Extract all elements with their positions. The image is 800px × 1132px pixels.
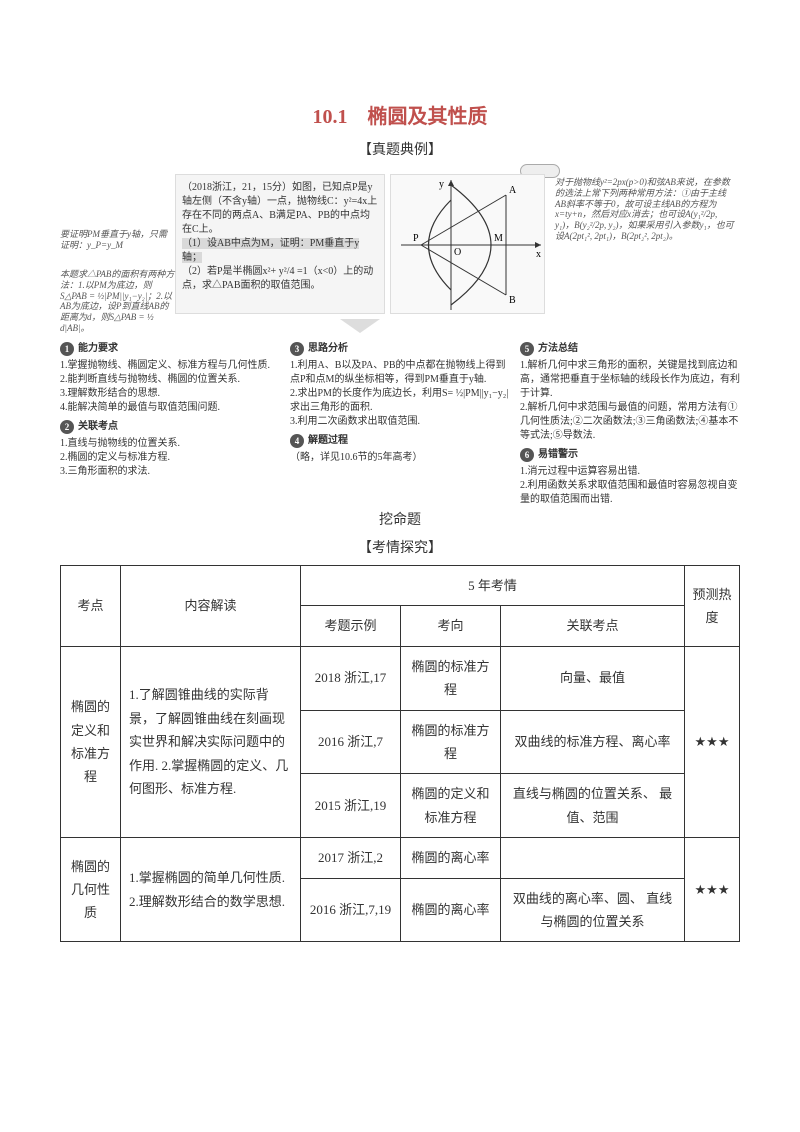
cell-kx: 椭圆的离心率 <box>401 838 501 878</box>
svg-text:A: A <box>509 185 517 196</box>
svg-text:B: B <box>509 295 516 306</box>
cell-gl: 双曲线的标准方程、离心率 <box>501 710 685 774</box>
col-left: 1能力要求 1.掌握抛物线、椭圆定义、标准方程与几何性质. 2.能判断直线与抛物… <box>60 337 280 507</box>
th-kt: 考题示例 <box>301 606 401 646</box>
list-item: 1.直线与抛物线的位置关系. <box>60 437 280 451</box>
problem-line2: （1）设AB中点为M，证明：PM垂直于y轴； <box>182 237 378 265</box>
list-item: 2.解析几何中求范围与最值的问题，常用方法有①几何性质法;②二次函数法;③三角函… <box>520 401 740 443</box>
section-warnings-title: 易错警示 <box>538 448 578 462</box>
cell-nr: 1.掌握椭圆的简单几何性质. 2.理解数形结合的数学思想. <box>121 838 301 942</box>
cell-kx: 椭圆的标准方程 <box>401 646 501 710</box>
cell-gl <box>501 838 685 878</box>
svg-text:y: y <box>439 179 444 190</box>
section-related-title: 关联考点 <box>78 420 118 434</box>
table-row: 椭圆的定义和标准方程 1.了解圆锥曲线的实际背景，了解圆锥曲线在刻画现实世界和解… <box>61 646 740 710</box>
cell-gl: 双曲线的离心率、圆、 直线与椭圆的位置关系 <box>501 878 685 942</box>
svg-text:P: P <box>413 233 419 244</box>
list-item: 1.解析几何中求三角形的面积，关键是找到底边和高，通常把垂直于坐标轴的线段长作为… <box>520 359 740 401</box>
cell-kd: 椭圆的几何性质 <box>61 838 121 942</box>
cell-gl: 直线与椭圆的位置关系、 最值、范围 <box>501 774 685 838</box>
list-item: 2.椭圆的定义与标准方程. <box>60 451 280 465</box>
th-yc: 预测热度 <box>685 566 740 647</box>
svg-text:M: M <box>494 233 503 244</box>
cell-kt: 2015 浙江,19 <box>301 774 401 838</box>
list-item: （略，详见10.6节的5年高考） <box>290 451 510 465</box>
section-solution-title: 解题过程 <box>308 434 348 448</box>
list-item: 3.三角形面积的求法. <box>60 465 280 479</box>
page-title: 10.1 椭圆及其性质 <box>60 100 740 129</box>
list-item: 2.能判断直线与抛物线、椭圆的位置关系. <box>60 373 280 387</box>
svg-text:O: O <box>454 247 461 258</box>
problem-graph: A B M P O x y <box>390 174 545 314</box>
list-item: 3.利用二次函数求出取值范围. <box>290 415 510 429</box>
section-methods-title: 方法总结 <box>538 342 578 356</box>
cell-kx: 椭圆的离心率 <box>401 878 501 942</box>
list-item: 1.掌握抛物线、椭圆定义、标准方程与几何性质. <box>60 359 280 373</box>
mid-title-2: 【考情探究】 <box>60 537 740 557</box>
svg-text:x: x <box>536 249 541 260</box>
cell-kd: 椭圆的定义和标准方程 <box>61 646 121 837</box>
problem-statement: （2018浙江，21，15分）如图，已知点P是y轴左侧（不含y轴）一点，抛物线C… <box>175 174 385 314</box>
th-kd: 考点 <box>61 566 121 647</box>
th-nr: 内容解读 <box>121 566 301 647</box>
table-row: 椭圆的几何性质 1.掌握椭圆的简单几何性质. 2.理解数形结合的数学思想. 20… <box>61 838 740 878</box>
handwritten-note-right: 对于抛物线y²=2px(p>0)和弦AB来说，在参数的选法上常下列两种常用方法：… <box>555 177 735 242</box>
section-analysis-title: 思路分析 <box>308 342 348 356</box>
th-gl: 关联考点 <box>501 606 685 646</box>
list-item: 3.理解数形结合的思想. <box>60 387 280 401</box>
cell-kt: 2016 浙江,7,19 <box>301 878 401 942</box>
cell-stars: ★★★ <box>685 838 740 942</box>
analysis-columns: 1能力要求 1.掌握抛物线、椭圆定义、标准方程与几何性质. 2.能判断直线与抛物… <box>60 337 740 507</box>
section-ability-title: 能力要求 <box>78 342 118 356</box>
cell-kx: 椭圆的标准方程 <box>401 710 501 774</box>
th-five: 5 年考情 <box>301 566 685 606</box>
mid-title-1: 挖命题 <box>60 509 740 529</box>
exam-table: 考点 内容解读 5 年考情 预测热度 考题示例 考向 关联考点 椭圆的定义和标准… <box>60 565 740 942</box>
problem-line3: （2）若P是半椭圆x²+ y²/4 =1（x<0）上的动点，求△PAB面积的取值… <box>182 265 378 293</box>
handwritten-note-left-1: 要证明PM垂直于y轴，只需证明：y_P=y_M <box>60 229 170 251</box>
arrow-down-icon <box>340 319 380 333</box>
table-header-row: 考点 内容解读 5 年考情 预测热度 <box>61 566 740 606</box>
list-item: 1.利用A、B以及PA、PB的中点都在抛物线上得到点P和点M的纵坐标相等，得到P… <box>290 359 510 387</box>
list-item: 2.求出PM的长度作为底边长，利用S= ½|PM||y₁−y₂|求出三角形的面积… <box>290 387 510 415</box>
problem-line1: （2018浙江，21，15分）如图，已知点P是y轴左侧（不含y轴）一点，抛物线C… <box>182 181 378 237</box>
list-item: 2.利用函数关系求取值范围和最值时容易忽视自变量的取值范围而出错. <box>520 479 740 507</box>
header-box-title: 【真题典例】 <box>60 139 740 159</box>
cell-kx: 椭圆的定义和标准方程 <box>401 774 501 838</box>
cell-kt: 2018 浙江,17 <box>301 646 401 710</box>
example-diagram: （2018浙江，21，15分）如图，已知点P是y轴左侧（不含y轴）一点，抛物线C… <box>60 169 740 499</box>
list-item: 4.能解决简单的最值与取值范围问题. <box>60 401 280 415</box>
cell-stars: ★★★ <box>685 646 740 837</box>
th-kx: 考向 <box>401 606 501 646</box>
cell-gl: 向量、最值 <box>501 646 685 710</box>
cell-kt: 2016 浙江,7 <box>301 710 401 774</box>
col-mid: 3思路分析 1.利用A、B以及PA、PB的中点都在抛物线上得到点P和点M的纵坐标… <box>290 337 510 507</box>
cell-nr: 1.了解圆锥曲线的实际背景，了解圆锥曲线在刻画现实世界和解决实际问题中的作用. … <box>121 646 301 837</box>
list-item: 1.消元过程中运算容易出错. <box>520 465 740 479</box>
col-right: 5方法总结 1.解析几何中求三角形的面积，关键是找到底边和高，通常把垂直于坐标轴… <box>520 337 740 507</box>
cell-kt: 2017 浙江,2 <box>301 838 401 878</box>
handwritten-note-left-2: 本题求△PAB的面积有两种方法：1.以PM为底边，则S△PAB = ½|PM||… <box>60 269 175 334</box>
